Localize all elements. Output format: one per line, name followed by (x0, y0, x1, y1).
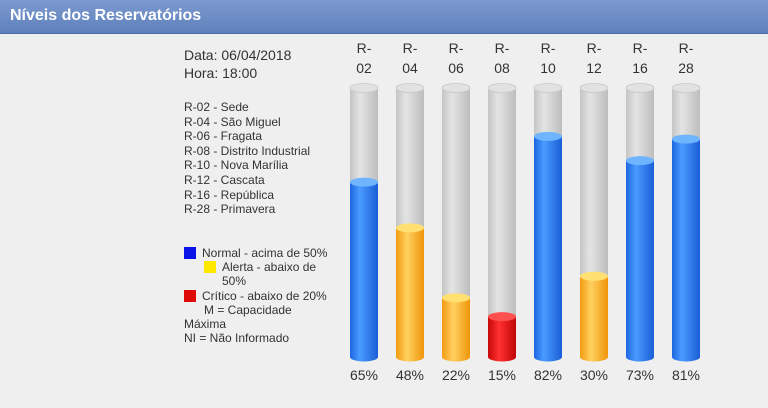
legend-alert-label-cont: 50% (222, 274, 247, 288)
reservoir-bar (625, 83, 655, 362)
reservoir-item: R-06 - Fragata (184, 129, 263, 144)
tank-top-cap (671, 83, 701, 93)
date-label: Data: 06/04/2018 (184, 47, 292, 63)
tank-fill-body (580, 276, 608, 357)
value-label: 22% (442, 367, 470, 383)
value-label: 15% (488, 367, 516, 383)
reservoir-item: R-12 - Cascata (184, 172, 265, 187)
value-label: 30% (580, 367, 608, 383)
category-label: R- (587, 40, 602, 56)
reservoir-item: R-10 - Nova Marília (184, 158, 289, 173)
reservoir-item: R-02 - Sede (184, 100, 249, 114)
category-label: 10 (540, 60, 556, 76)
category-label: 16 (632, 60, 648, 76)
tank-fill-bottom (442, 352, 470, 362)
tank-empty-body (396, 88, 424, 228)
category-label: R- (541, 40, 556, 56)
legend-alert-label: Alerta - abaixo de (222, 260, 317, 274)
value-label: 73% (626, 367, 654, 383)
category-label: R- (357, 40, 372, 56)
tank-fill-bottom (350, 352, 378, 362)
legend-capacity-cont: Máxima (184, 317, 227, 331)
reservoir-item: R-04 - São Miguel (184, 114, 281, 129)
tank-empty-body (580, 88, 608, 277)
reservoir-bar (487, 83, 517, 362)
tank-fill-level (580, 271, 608, 281)
reservoir-bar (579, 83, 609, 362)
category-label: 02 (356, 60, 372, 76)
category-label: R- (403, 40, 418, 56)
tank-top-cap (349, 83, 379, 93)
value-label: 82% (534, 367, 562, 383)
tank-empty-body (350, 88, 378, 183)
category-label: 28 (678, 60, 694, 76)
tank-fill-bottom (534, 352, 562, 362)
reservoir-item: R-16 - República (184, 187, 275, 202)
legend-critical-label: Crítico - abaixo de 20% (202, 289, 327, 303)
tank-top-cap (487, 83, 517, 93)
legend-critical: Crítico - abaixo de 20% (184, 289, 327, 303)
category-label: R- (449, 40, 464, 56)
category-label: 06 (448, 60, 464, 76)
tank-empty-body (534, 88, 562, 137)
tank-empty-body (672, 88, 700, 140)
title-bar: Níveis dos Reservatórios (0, 0, 768, 34)
tank-fill-body (488, 316, 516, 357)
normal-swatch (184, 247, 196, 259)
tank-top-cap (533, 83, 563, 93)
tank-empty-body (488, 88, 516, 317)
critical-swatch (184, 290, 196, 302)
tank-fill-level (442, 293, 470, 303)
tank-fill-body (534, 136, 562, 357)
legend-normal-label: Normal - acima de 50% (202, 246, 328, 260)
reservoir-bar (533, 83, 563, 362)
reservoir-bar (395, 83, 425, 362)
tank-fill-level (626, 156, 654, 166)
tank-top-cap (395, 83, 425, 93)
category-label: 04 (402, 60, 418, 76)
reservoir-bar (671, 83, 701, 362)
reservoir-item: R-28 - Primavera (184, 202, 276, 217)
tank-fill-level (672, 134, 700, 144)
category-label: R- (633, 40, 648, 56)
tank-top-cap (441, 83, 471, 93)
reservoir-item: R-08 - Distrito Industrial (184, 143, 311, 158)
legend-not-informed: NI = Não Informado (184, 331, 290, 345)
tank-top-cap (579, 83, 609, 93)
page-title: Níveis dos Reservatórios (10, 7, 202, 24)
category-label: R- (495, 40, 510, 56)
tank-fill-body (350, 182, 378, 357)
reservoir-bar (441, 83, 471, 362)
tank-fill-bottom (580, 352, 608, 362)
tank-fill-level (488, 312, 516, 322)
legend-capacity: M = Capacidade (204, 303, 292, 317)
tank-fill-body (626, 160, 654, 357)
reservoir-bar (349, 83, 379, 362)
value-label: 65% (350, 367, 378, 383)
tank-fill-level (396, 223, 424, 233)
tank-empty-body (626, 88, 654, 161)
category-label: 08 (494, 60, 510, 76)
tank-fill-body (672, 139, 700, 357)
tank-fill-bottom (626, 352, 654, 362)
tank-fill-bottom (672, 352, 700, 362)
tank-fill-level (534, 131, 562, 141)
value-label: 48% (396, 367, 424, 383)
value-label: 81% (672, 367, 700, 383)
alert-swatch (204, 261, 216, 273)
reservoir-list: R-02 - Sede R-04 - São Miguel R-06 - Fra… (184, 100, 310, 217)
legend-alert: Alerta - abaixo de (204, 260, 316, 274)
tank-empty-body (442, 88, 470, 298)
tank-fill-level (350, 177, 378, 187)
tank-fill-bottom (396, 352, 424, 362)
category-label: 12 (586, 60, 602, 76)
tank-fill-bottom (488, 352, 516, 362)
legend-normal: Normal - acima de 50% (184, 246, 327, 260)
tank-fill-body (396, 227, 424, 357)
time-label: Hora: 18:00 (184, 65, 258, 81)
tank-top-cap (625, 83, 655, 93)
category-label: R- (679, 40, 694, 56)
tank-fill-body (442, 297, 470, 357)
